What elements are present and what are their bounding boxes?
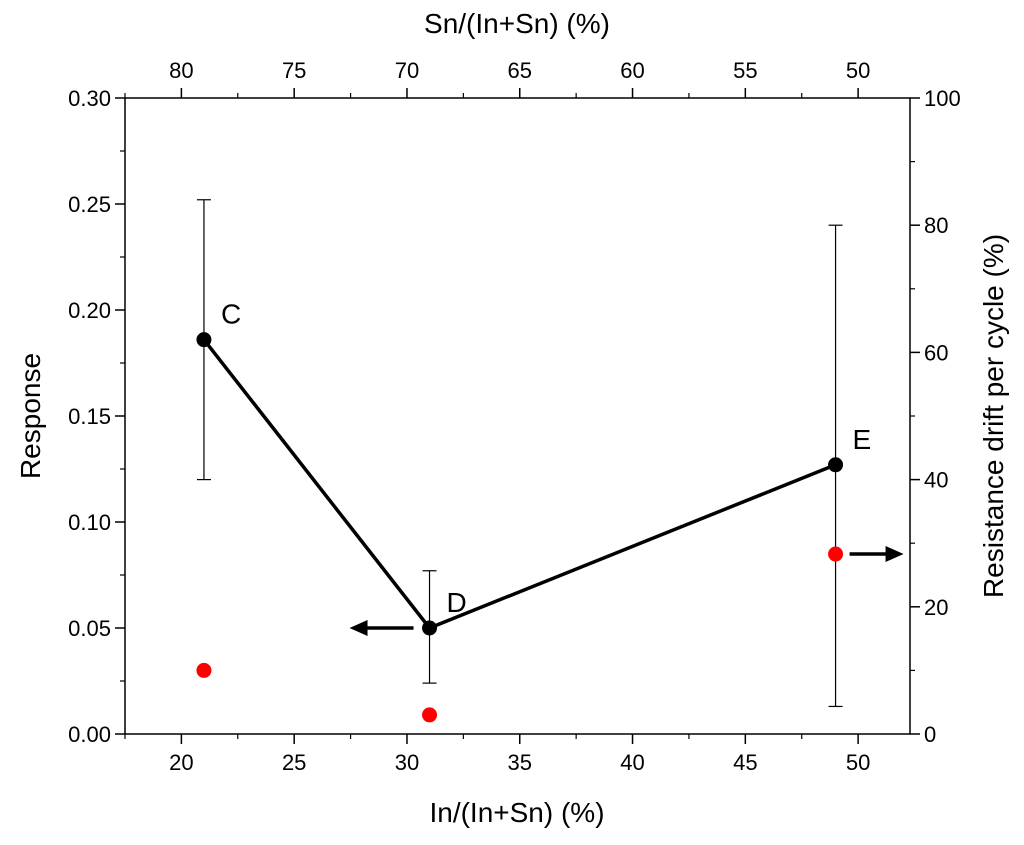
y-axis-title: Response (15, 353, 46, 479)
point-label: C (221, 299, 241, 330)
y-tick-label: 0.25 (68, 192, 111, 217)
response-point (828, 457, 844, 473)
ticks-layer: 20 25 30 35 40 45 50 80 75 70 65 60 55 50 0.00 0.05 0.10… (68, 58, 961, 775)
arrows-layer (349, 546, 904, 636)
x2-tick-label: 80 (169, 58, 193, 83)
point-label: E (853, 424, 872, 455)
y-tick-label: 0.05 (68, 616, 111, 641)
x-tick-label: 30 (395, 750, 419, 775)
response-line (202, 338, 837, 631)
x2-tick-label: 55 (733, 58, 757, 83)
x-tick-label: 50 (846, 750, 870, 775)
x2-tick-label: 70 (395, 58, 419, 83)
y-tick-label: 0.30 (68, 86, 111, 111)
y-tick-label: 0.10 (68, 510, 111, 535)
drift-point (828, 546, 844, 562)
response-point (196, 332, 212, 348)
y2-tick-label: 100 (924, 86, 961, 111)
x2-tick-label: 75 (282, 58, 306, 83)
plot-frame (124, 97, 911, 735)
x2-tick-label: 60 (620, 58, 644, 83)
y-tick-label: 0.15 (68, 404, 111, 429)
lines-layer (202, 338, 837, 631)
x-tick-label: 45 (733, 750, 757, 775)
y2-tick-label: 80 (924, 213, 948, 238)
y2-tick-label: 60 (924, 340, 948, 365)
x-axis-title: In/(In+Sn) (%) (429, 797, 604, 828)
y2-tick-label: 40 (924, 468, 948, 493)
point-label: D (447, 587, 467, 618)
y-tick-label: 0.00 (68, 722, 111, 747)
arrow-left-head (349, 620, 368, 636)
labels-layer: C D E (221, 299, 871, 618)
y-tick-label: 0.20 (68, 298, 111, 323)
y2-tick-label: 20 (924, 595, 948, 620)
x-tick-label: 35 (508, 750, 532, 775)
x-tick-label: 40 (620, 750, 644, 775)
y2-axis-title: Resistance drift per cycle (%) (978, 234, 1009, 598)
response-point (422, 620, 438, 636)
y2-tick-label: 0 (924, 722, 936, 747)
drift-point (422, 707, 438, 723)
x2-axis-title: Sn/(In+Sn) (%) (424, 8, 610, 39)
x-tick-label: 20 (169, 750, 193, 775)
arrow-right-head (885, 546, 904, 563)
points-layer (196, 332, 844, 723)
drift-point (196, 662, 212, 678)
x2-tick-label: 65 (508, 58, 532, 83)
x2-tick-label: 50 (846, 58, 870, 83)
x-tick-label: 25 (282, 750, 306, 775)
